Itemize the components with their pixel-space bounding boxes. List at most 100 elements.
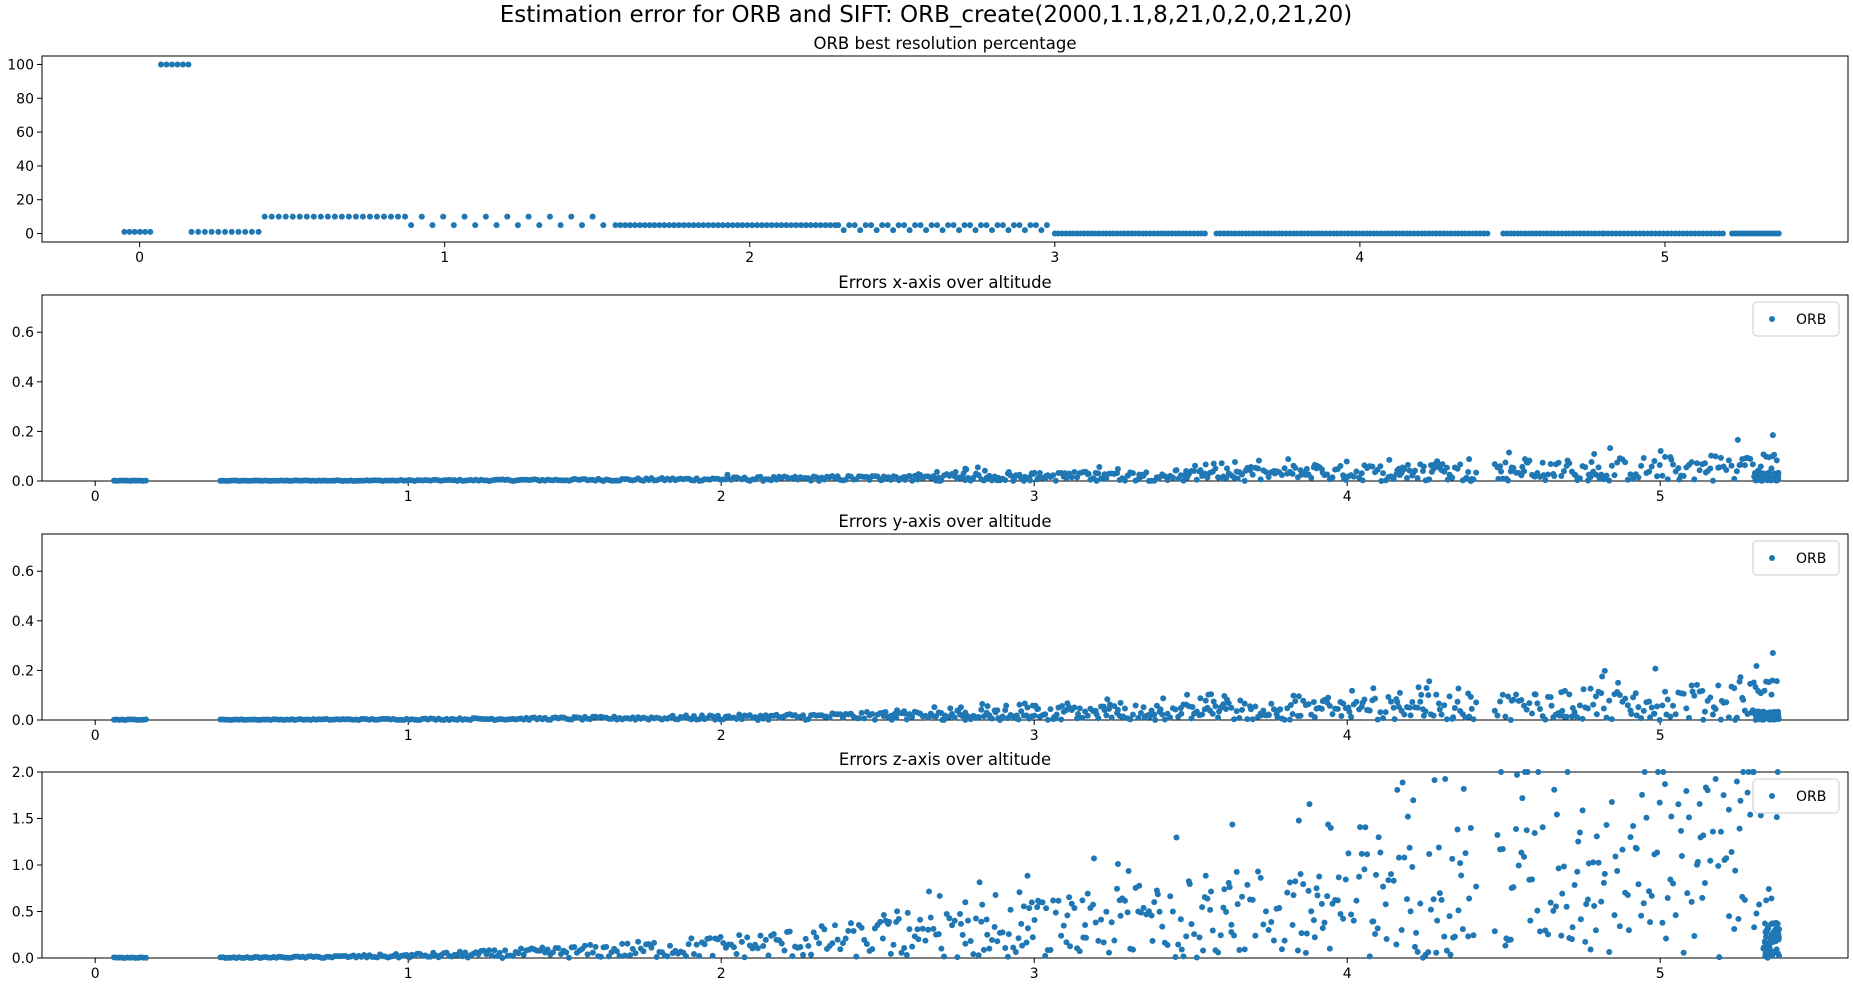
data-point [1231,459,1238,466]
data-point [1606,697,1613,704]
data-point [1768,691,1775,698]
data-point [1494,832,1501,839]
data-point [1414,475,1421,482]
data-point [994,938,1001,945]
data-point [1225,700,1232,707]
data-point [1003,702,1010,709]
data-point [1281,716,1288,723]
data-point [1737,461,1744,468]
data-point [1624,702,1631,709]
data-point [1559,707,1566,714]
data-point [1335,874,1342,881]
data-point [1733,468,1740,475]
data-point [1145,908,1152,915]
data-point [798,222,805,229]
data-point [185,61,192,68]
data-point [1601,667,1608,674]
data-point [733,950,740,957]
data-point [1063,939,1070,946]
data-point [757,932,764,939]
data-point [1654,703,1661,710]
data-point [1519,795,1526,802]
data-point [1306,801,1313,808]
data-point [1622,459,1629,466]
data-point [1699,687,1706,694]
data-point [612,222,619,229]
data-point [1423,684,1430,691]
data-point [408,222,415,229]
data-point [589,213,596,220]
data-point [1675,465,1682,472]
data-point [1430,896,1437,903]
data-point [1473,469,1480,476]
data-point [1769,432,1776,439]
data-point [1436,706,1443,713]
data-point [1346,708,1353,715]
data-point [1401,854,1408,861]
axes-frame [41,771,1849,959]
data-point [1591,902,1598,909]
data-point [981,467,988,474]
y-tick-label: 40 [16,159,34,175]
data-point [1497,698,1504,705]
data-point [1694,858,1701,865]
data-point [1683,705,1690,712]
data-point [142,477,149,484]
data-point [1600,705,1607,712]
data-point [1270,706,1277,713]
data-point [1316,873,1323,880]
data-point [1287,702,1294,709]
y-tick-label: 0.2 [12,663,34,679]
data-point [914,476,921,483]
data-point [1773,678,1780,685]
data-point [1157,706,1164,713]
data-point [248,228,255,235]
data-point [1270,937,1277,944]
data-point [499,954,506,961]
data-point [640,948,647,955]
data-point [1662,935,1669,942]
data-point [1457,860,1464,867]
data-point [563,949,570,956]
data-point [163,61,170,68]
data-point [1295,817,1302,824]
data-point [941,953,948,960]
data-point [1668,813,1675,820]
data-point [1760,944,1767,951]
data-point [1129,711,1136,718]
data-point [1137,709,1144,716]
data-point [1683,787,1690,794]
data-point [1652,665,1659,672]
data-point [600,222,607,229]
y-tick-label: 100 [7,57,34,73]
data-point [1773,814,1780,821]
data-point [1234,901,1241,908]
data-point [1136,882,1143,889]
data-point [983,916,990,923]
x-tick-label: 5 [1656,489,1665,505]
data-point [1415,684,1422,691]
data-point [1635,704,1642,711]
data-point [518,945,525,952]
data-point [462,949,469,956]
data-point [1124,909,1131,916]
data-point [688,935,695,942]
data-point [1611,912,1618,919]
data-point [1763,929,1770,936]
data-point [1292,464,1299,471]
data-point [1734,436,1741,443]
data-point [1016,222,1023,229]
data-point [965,917,972,924]
data-point [1438,896,1445,903]
data-point [1668,456,1675,463]
data-point [1180,953,1187,960]
data-point [758,222,765,229]
data-point [1125,472,1132,479]
data-point [1403,474,1410,481]
data-point [773,222,780,229]
data-point [1231,716,1238,723]
y-tick-label: 0.5 [12,905,34,921]
data-point [1031,469,1038,476]
x-tick-label: 1 [404,489,413,505]
data-point [978,222,984,229]
